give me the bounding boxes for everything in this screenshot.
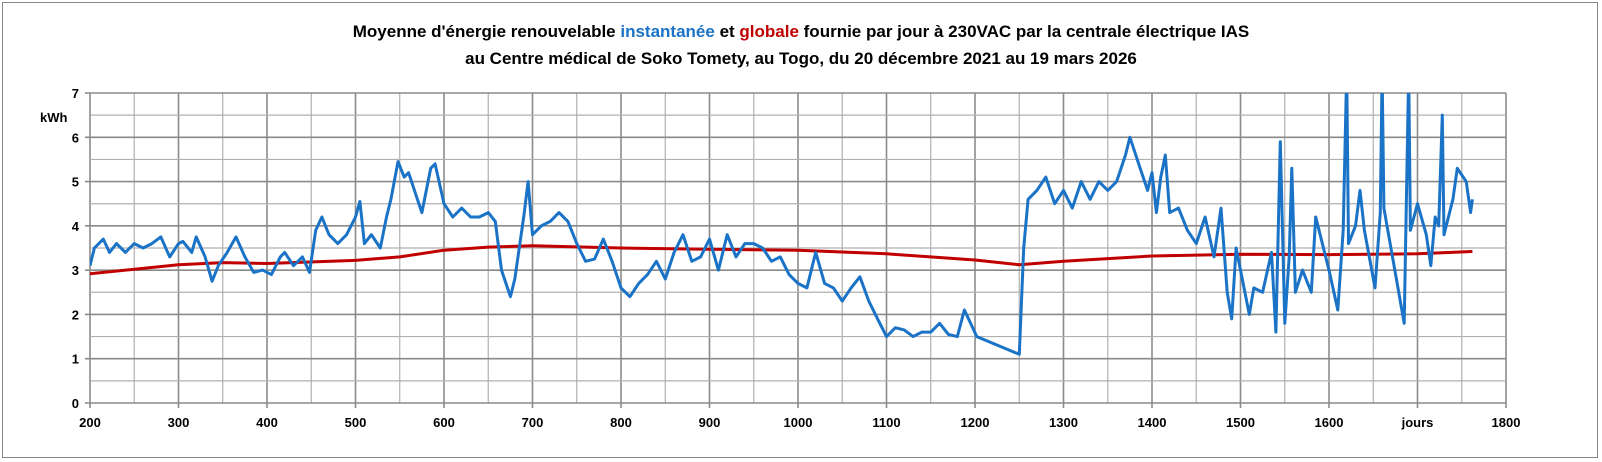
title-text: fournie par jour à 230VAC par la central… [798,22,1250,41]
x-tick-label: 1300 [1049,415,1078,430]
x-tick-label: 1100 [872,415,900,430]
y-tick-label: 3 [72,263,79,278]
y-tick-label: 6 [72,130,79,145]
y-tick-label: 7 [72,86,79,101]
x-tick-label: 1500 [1226,415,1255,430]
x-tick-label: 400 [256,415,278,430]
x-tick-label: 1200 [961,415,990,430]
x-tick-label: 1800 [1492,415,1521,430]
x-tick-label: 900 [699,415,721,430]
x-tick-label: 600 [433,415,455,430]
y-axis-label: kWh [40,110,68,125]
y-tick-label: 0 [72,396,79,411]
x-tick-label: 300 [168,415,190,430]
x-tick-label: 700 [522,415,544,430]
chart-title-line2: au Centre médical de Soko Tomety, au Tog… [465,49,1137,68]
y-tick-label: 4 [72,219,80,234]
x-tick-label: 1000 [784,415,813,430]
title-globale: globale [739,22,799,41]
y-tick-label: 2 [72,307,79,322]
title-text: Moyenne d'énergie renouvelable [352,22,621,41]
y-tick-label: 5 [72,175,79,190]
x-tick-label: 500 [345,415,367,430]
x-tick-label: 200 [79,415,101,430]
title-text: et [714,22,740,41]
chart-title-line1: Moyenne d'énergie renouvelable instantan… [0,22,1602,42]
x-tick-label: 1400 [1138,415,1167,430]
x-tick-label: jours [1401,415,1434,430]
x-tick-label: 800 [610,415,632,430]
x-tick-label: 1600 [1315,415,1344,430]
series-line-instantanee [90,93,1474,356]
title-instantanee: instantanée [620,22,715,41]
y-tick-label: 1 [72,352,79,367]
